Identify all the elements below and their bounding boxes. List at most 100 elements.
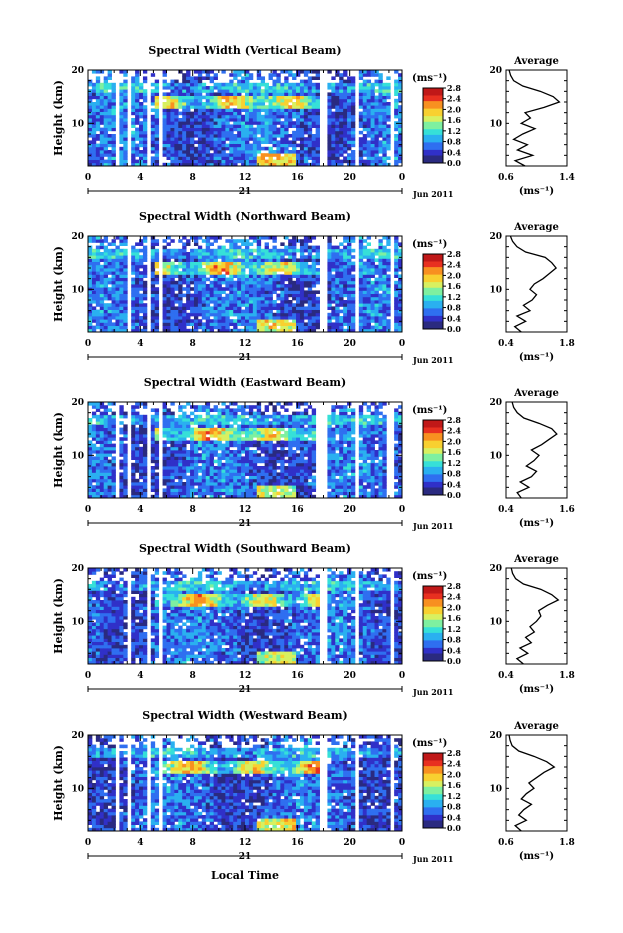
heatmap-cell xyxy=(198,294,202,298)
heatmap-cell xyxy=(178,156,182,160)
heatmap-cell xyxy=(167,431,171,435)
heatmap-cell xyxy=(182,274,186,278)
heatmap-cell xyxy=(347,246,351,250)
heatmap-cell xyxy=(131,424,135,428)
heatmap-cell xyxy=(151,437,155,441)
heatmap-cell xyxy=(288,121,292,125)
heatmap-cell xyxy=(155,147,159,151)
heatmap-cell xyxy=(375,319,379,323)
heatmap-cell xyxy=(265,89,269,93)
heatmap-cell xyxy=(288,112,292,116)
heatmap-cell xyxy=(221,156,225,160)
heatmap-cell xyxy=(296,96,300,100)
heatmap-cell xyxy=(190,121,194,125)
heatmap-cell xyxy=(253,303,257,307)
heatmap-cell xyxy=(367,236,371,240)
heatmap-cell xyxy=(100,153,104,157)
heatmap-cell xyxy=(308,137,312,141)
heatmap-cell xyxy=(304,249,308,253)
heatmap-cell xyxy=(210,153,214,157)
heatmap-cell xyxy=(312,310,316,314)
heatmap-cell xyxy=(253,284,257,288)
heatmap-cell xyxy=(359,303,363,307)
heatmap-cell xyxy=(233,121,237,125)
heatmap-cell xyxy=(292,96,296,100)
heatmap-cell xyxy=(335,112,339,116)
heatmap-cell xyxy=(261,102,265,106)
heatmap-cell xyxy=(249,121,253,125)
x-tick-label: 0 xyxy=(399,173,405,183)
heatmap-cell xyxy=(108,418,112,422)
heatmap-cell xyxy=(88,460,92,464)
heatmap-cell xyxy=(104,76,108,80)
heatmap-cell xyxy=(198,102,202,106)
heatmap-cell xyxy=(284,274,288,278)
heatmap-cell xyxy=(312,121,316,125)
heatmap-cell xyxy=(186,255,190,259)
heatmap-cell xyxy=(265,322,269,326)
heatmap-cell xyxy=(174,252,178,256)
heatmap-cell xyxy=(335,86,339,90)
heatmap-cell xyxy=(288,313,292,317)
heatmap-cell xyxy=(174,482,178,486)
heatmap-cell xyxy=(123,463,127,467)
heatmap-cell xyxy=(88,306,92,310)
heatmap-cell xyxy=(359,131,363,135)
heatmap-cell xyxy=(155,440,159,444)
heatmap-cell xyxy=(351,265,355,269)
heatmap-cell xyxy=(233,281,237,285)
heatmap-cell xyxy=(225,147,229,151)
heatmap-cell xyxy=(206,262,210,266)
heatmap-cell xyxy=(339,310,343,314)
heatmap-cell xyxy=(131,412,135,416)
heatmap-cell xyxy=(178,274,182,278)
heatmap-cell xyxy=(163,418,167,422)
heatmap-cell xyxy=(194,258,198,262)
heatmap-cell xyxy=(163,453,167,457)
heatmap-cell xyxy=(367,287,371,291)
heatmap-cell xyxy=(351,118,355,122)
heatmap-cell xyxy=(206,408,210,412)
heatmap-cell xyxy=(237,322,241,326)
heatmap-cell xyxy=(225,99,229,103)
heatmap-cell xyxy=(143,134,147,138)
heatmap-cell xyxy=(343,99,347,103)
heatmap-cell xyxy=(221,131,225,135)
heatmap-cell xyxy=(237,137,241,141)
heatmap-cell xyxy=(115,249,119,253)
heatmap-cell xyxy=(292,249,296,253)
heatmap-cell xyxy=(174,437,178,441)
heatmap-cell xyxy=(394,92,398,96)
heatmap-cell xyxy=(151,428,155,432)
heatmap-cell xyxy=(167,440,171,444)
heatmap-cell xyxy=(241,271,245,275)
heatmap-cell xyxy=(100,121,104,125)
heatmap-cell xyxy=(151,297,155,301)
heatmap-cell xyxy=(214,144,218,148)
heatmap-cell xyxy=(186,319,190,323)
heatmap-cell xyxy=(300,102,304,106)
heatmap-cell xyxy=(339,281,343,285)
heatmap-cell xyxy=(210,80,214,84)
heatmap-cell xyxy=(167,466,171,470)
heatmap-cell xyxy=(218,147,222,151)
heatmap-cell xyxy=(253,290,257,294)
heatmap-cell xyxy=(202,239,206,243)
heatmap-cell xyxy=(316,322,320,326)
heatmap-cell xyxy=(233,239,237,243)
heatmap-cell xyxy=(178,287,182,291)
heatmap-cell xyxy=(253,249,257,253)
heatmap-cell xyxy=(292,262,296,266)
heatmap-cell xyxy=(202,160,206,164)
heatmap-cell xyxy=(292,124,296,128)
heatmap-cell xyxy=(92,431,96,435)
heatmap-cell xyxy=(167,290,171,294)
heatmap-cell xyxy=(104,460,108,464)
heatmap-cell xyxy=(288,284,292,288)
heatmap-cell xyxy=(178,255,182,259)
heatmap-cell xyxy=(253,271,257,275)
heatmap-cell xyxy=(170,121,174,125)
heatmap-cell xyxy=(261,80,265,84)
heatmap-cell xyxy=(190,271,194,275)
heatmap-cell xyxy=(167,255,171,259)
